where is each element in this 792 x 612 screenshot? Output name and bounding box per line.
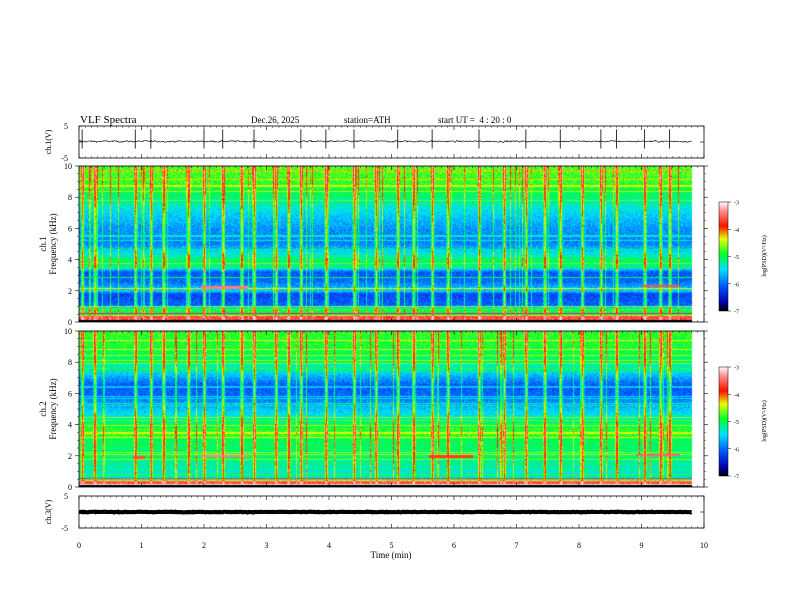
frequency-tick-label: 8	[68, 193, 72, 202]
time-tick-label: 9	[640, 541, 644, 550]
frequency-tick-label: 10	[64, 327, 72, 336]
time-tick-label: 4	[327, 541, 331, 550]
frequency-tick-label: 2	[68, 287, 72, 296]
colorbar-tick-label: -6	[734, 447, 739, 453]
ch3-ytick-bottom: -5	[61, 524, 68, 533]
frequency-tick-label: 10	[64, 162, 72, 171]
colorbar-tick-label: -3	[734, 201, 739, 207]
ch2-spectrogram-image	[79, 331, 704, 487]
ch2-channel-label: ch.2	[38, 401, 48, 416]
frequency-tick-label: 6	[68, 224, 72, 233]
ch1-spectrogram-image	[79, 166, 704, 322]
ch2-colorbar: log(PSD)(V²/Hz) -3 -4 -5 -6 -7	[718, 366, 768, 481]
time-axis-label: Time (min)	[371, 550, 412, 560]
time-tick-label: 1	[140, 541, 144, 550]
station-label: station=ATH	[344, 115, 391, 125]
frequency-tick-label: 0	[68, 483, 72, 492]
time-tick-label: 8	[577, 541, 581, 550]
colorbar-tick-label: -4	[734, 228, 739, 234]
colorbar-tick-label: -7	[734, 475, 739, 481]
ch1-ytick-bottom: -5	[61, 154, 68, 163]
ch3-waveform-ylabel: ch.3(V)	[44, 499, 53, 524]
ch1-ytick-top: 5	[64, 122, 68, 131]
ch1-frequency-axis-label: Frequency (kHz)	[48, 213, 58, 274]
frequency-tick-label: 2	[68, 452, 72, 461]
ch2-colorbar-label: log(PSD)(V²/Hz)	[761, 400, 768, 441]
colorbar-tick-label: -5	[734, 255, 739, 261]
ch1-spectrogram-panel: 0 2 4 6 8 10 ch.1 Frequency (kHz)	[38, 162, 708, 327]
time-axis: 0 1 2 3 4 5 6 7 8 9 10	[77, 126, 708, 550]
ch2-colorbar-bar	[718, 366, 729, 477]
frequency-tick-label: 6	[68, 389, 72, 398]
ch1-frequency-ticks: 0 2 4 6 8 10	[64, 162, 708, 327]
ch2-frequency-axis-label: Frequency (kHz)	[48, 378, 58, 439]
ch1-waveform-trace	[78, 139, 692, 144]
colorbar-tick-label: -5	[734, 420, 739, 426]
ch1-waveform-panel: 5 -5 ch.1(V)	[44, 122, 705, 163]
frequency-tick-label: 0	[68, 318, 72, 327]
ch3-ytick-top: 5	[64, 492, 68, 501]
ch3-waveform-trace	[78, 509, 693, 515]
colorbar-tick-label: -3	[734, 366, 739, 372]
time-tick-label: 2	[202, 541, 206, 550]
colorbar-tick-label: -7	[734, 310, 739, 316]
ch1-channel-label: ch.1	[38, 236, 48, 251]
time-tick-label: 0	[77, 541, 81, 550]
ch1-colorbar-label: log(PSD)(V²/Hz)	[761, 235, 768, 276]
start-time-label: start UT = 4 : 20 : 0	[438, 115, 512, 125]
colorbar-tick-label: -6	[734, 282, 739, 288]
frequency-tick-label: 8	[68, 358, 72, 367]
ch1-colorbar-bar	[718, 201, 729, 312]
time-tick-label: 7	[515, 541, 519, 550]
frequency-tick-label: 4	[68, 421, 72, 430]
ch1-colorbar: log(PSD)(V²/Hz) -3 -4 -5 -6 -7	[718, 201, 768, 316]
ch3-waveform-panel: 5 -5 ch.3(V)	[44, 492, 705, 533]
time-tick-label: 5	[390, 541, 394, 550]
ch1-waveform-ylabel: ch.1(V)	[44, 129, 53, 154]
ch2-frequency-ticks: 0 2 4 6 8 10	[64, 327, 708, 492]
figure-title: VLF Spectra	[80, 114, 137, 126]
date-label: Dec.26, 2025	[251, 115, 300, 125]
ch2-spectrogram-panel: 0 2 4 6 8 10 ch.2 Frequency (kHz)	[38, 327, 708, 492]
colorbar-tick-label: -4	[734, 393, 739, 399]
time-tick-label: 6	[452, 541, 456, 550]
time-tick-label: 3	[265, 541, 269, 550]
frequency-tick-label: 4	[68, 256, 72, 265]
time-tick-label: 10	[700, 541, 708, 550]
